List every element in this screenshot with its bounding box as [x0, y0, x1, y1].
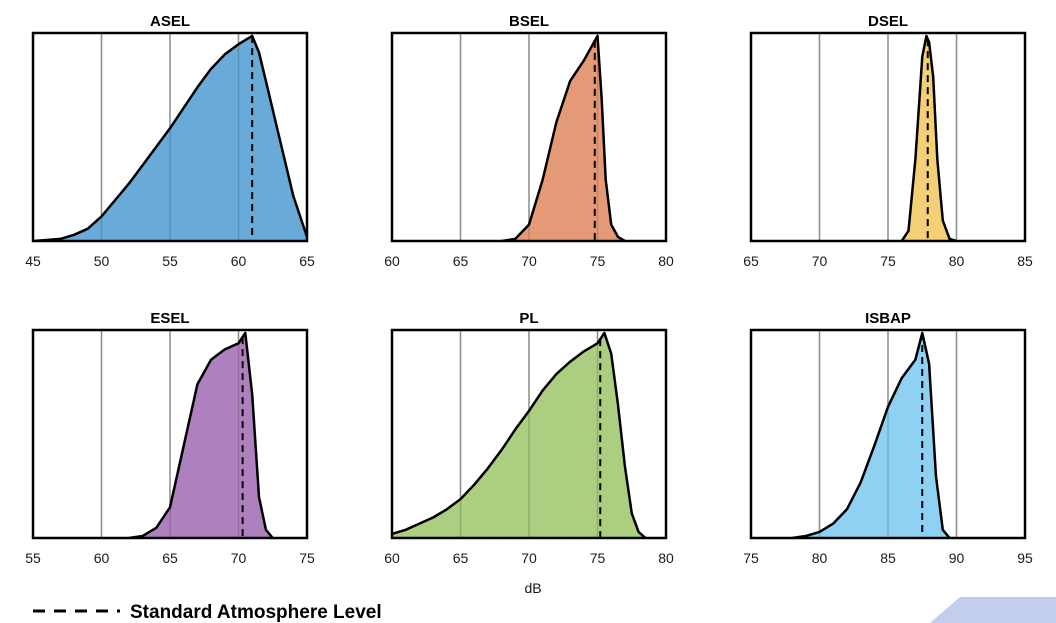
x-tick-label: 85 [1017, 253, 1033, 269]
corner-decoration [930, 597, 1056, 623]
x-tick-label: 75 [590, 550, 606, 566]
panel-title: BSEL [509, 13, 549, 30]
axes-frame [390, 328, 668, 540]
x-tick-label: 60 [94, 550, 110, 566]
x-tick-label: 75 [590, 253, 606, 269]
panel-title: ISBAP [865, 310, 911, 327]
x-tick-label: 70 [231, 550, 247, 566]
density-area-pl [392, 333, 646, 538]
axes-frame [749, 31, 1027, 243]
x-tick-label: 80 [658, 550, 674, 566]
x-tick-label: 80 [949, 253, 965, 269]
density-area-isbap [792, 333, 950, 538]
x-tick-label: 75 [299, 550, 315, 566]
density-area-dsel [901, 36, 957, 241]
x-tick-label: 85 [880, 550, 896, 566]
panel-title: DSEL [868, 13, 908, 30]
density-area-bsel [501, 36, 625, 241]
x-tick-label: 75 [880, 253, 896, 269]
panel-esel: ESEL 55 60 65 70 75 [25, 310, 315, 566]
panel-pl: PL 60 65 70 75 80 [384, 310, 674, 566]
density-curve-isbap [791, 331, 951, 540]
panel-title: PL [519, 310, 538, 327]
x-tick-label: 60 [384, 550, 400, 566]
x-tick-label: 65 [743, 253, 759, 269]
axes-frame [390, 31, 668, 243]
x-tick-label: 55 [162, 253, 178, 269]
x-tick-label: 60 [384, 253, 400, 269]
axes-frame [31, 328, 309, 540]
panel-bsel: BSEL 60 65 70 75 80 [384, 13, 674, 269]
density-curve-bsel [501, 34, 626, 243]
density-curve-asel [32, 34, 309, 243]
panel-isbap: ISBAP 75 80 85 90 95 [743, 310, 1033, 566]
panel-asel: ASEL 45 50 55 60 65 [25, 13, 315, 269]
legend-label: Standard Atmosphere Level [130, 602, 382, 623]
panel-title: ESEL [150, 310, 189, 327]
x-tick-label: 65 [162, 550, 178, 566]
density-curve-pl [391, 331, 647, 539]
axes-frame [31, 31, 309, 243]
x-tick-label: 55 [25, 550, 41, 566]
x-tick-label: 95 [1017, 550, 1033, 566]
panels-group: ASEL 45 50 55 60 65 BSEL 60 65 70 75 80 DSEL 65 70 75 80… [25, 13, 1033, 566]
legend: Standard Atmosphere Level [33, 602, 382, 623]
x-tick-label: 75 [743, 550, 759, 566]
x-tick-label: 65 [299, 253, 315, 269]
x-tick-label: 70 [521, 550, 537, 566]
density-curve-dsel [900, 34, 957, 243]
panel-title: ASEL [150, 13, 190, 30]
x-tick-label: 90 [949, 550, 965, 566]
x-tick-label: 80 [812, 550, 828, 566]
panel-dsel: DSEL 65 70 75 80 85 [743, 13, 1033, 269]
x-tick-label: 45 [25, 253, 41, 269]
x-tick-label: 80 [658, 253, 674, 269]
x-axis-label: dB [524, 580, 541, 596]
x-tick-label: 70 [521, 253, 537, 269]
x-tick-label: 65 [453, 253, 469, 269]
x-tick-label: 70 [812, 253, 828, 269]
x-tick-label: 50 [94, 253, 110, 269]
axes-frame [749, 328, 1027, 540]
x-tick-label: 65 [453, 550, 469, 566]
x-tick-label: 60 [231, 253, 247, 269]
density-area-asel [33, 36, 307, 241]
density-area-esel [128, 333, 273, 538]
density-curve-esel [128, 331, 274, 540]
